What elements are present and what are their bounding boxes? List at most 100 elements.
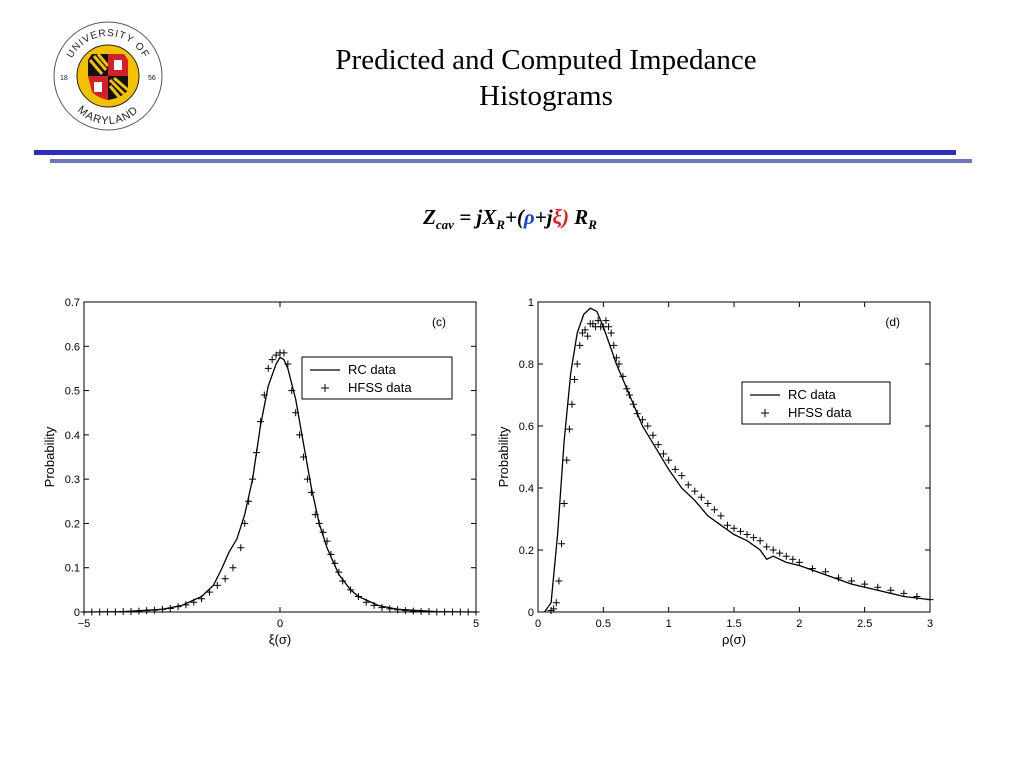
formula-jx: jX xyxy=(476,205,497,229)
title-line-1: Predicted and Computed Impedance xyxy=(335,44,757,76)
data-point xyxy=(409,607,417,615)
data-point xyxy=(182,601,190,609)
data-point xyxy=(552,599,560,607)
y-tick-label: 0.2 xyxy=(519,545,534,557)
plot-frame xyxy=(537,301,931,613)
data-point xyxy=(394,606,402,614)
data-point xyxy=(166,604,174,612)
data-point xyxy=(573,360,581,368)
data-point xyxy=(610,341,618,349)
data-point xyxy=(335,568,343,576)
data-point xyxy=(198,595,206,603)
x-axis-label: ρ(σ) xyxy=(722,632,746,647)
data-point xyxy=(769,546,777,554)
data-point xyxy=(288,387,296,395)
data-point xyxy=(96,608,104,616)
y-tick-label: 0 xyxy=(528,607,534,619)
data-point xyxy=(221,575,229,583)
data-point xyxy=(861,580,869,588)
data-point xyxy=(704,500,712,507)
data-point xyxy=(292,409,300,417)
x-tick-label: 0 xyxy=(535,618,541,630)
data-point xyxy=(151,606,159,614)
data-point xyxy=(926,596,934,604)
data-point xyxy=(252,449,260,457)
data-point xyxy=(571,376,579,383)
data-point xyxy=(565,425,573,433)
data-point xyxy=(319,528,327,536)
chart-xi-histogram: −5 0 500.10.20.30.40.50.60.7ξ(σ)Probabilit… xyxy=(42,297,480,647)
formula-r2: R xyxy=(588,217,597,233)
data-point xyxy=(560,500,568,507)
legend-label: RC data xyxy=(788,387,836,402)
data-point xyxy=(323,537,331,545)
header-rule-secondary xyxy=(50,159,972,163)
legend-label: HFSS data xyxy=(348,380,412,395)
data-point xyxy=(612,354,620,362)
data-point xyxy=(789,555,797,563)
formula-eq: = xyxy=(453,205,477,229)
data-point xyxy=(782,552,790,560)
data-point xyxy=(331,559,339,567)
data-point xyxy=(821,568,829,576)
data-point xyxy=(272,351,280,359)
data-point xyxy=(639,416,647,424)
data-point xyxy=(605,323,613,331)
formula-plus1: +( xyxy=(504,205,524,229)
data-point xyxy=(665,456,673,464)
data-point xyxy=(425,608,433,616)
panel-label: (c) xyxy=(432,315,446,329)
formula-cav: cav xyxy=(435,217,454,233)
legend-box xyxy=(741,381,891,425)
data-point xyxy=(433,608,441,616)
data-point xyxy=(386,605,394,613)
data-point xyxy=(205,588,213,596)
data-point xyxy=(581,326,589,334)
x-tick-label: 1 xyxy=(666,618,672,630)
formula-close: ) xyxy=(561,205,569,229)
data-point xyxy=(555,577,563,585)
data-point xyxy=(280,349,288,357)
data-point xyxy=(684,481,692,489)
data-point xyxy=(158,605,166,613)
data-point xyxy=(568,400,576,408)
panel-label: (d) xyxy=(885,315,900,329)
y-tick-label: 0.4 xyxy=(65,430,80,442)
data-point xyxy=(913,593,921,600)
data-point xyxy=(104,608,112,616)
slide-title: Predicted and Computed Impedance Histogr… xyxy=(250,42,842,114)
x-axis-label: ξ(σ) xyxy=(269,632,292,647)
data-point xyxy=(213,581,221,589)
y-tick-label: 0.8 xyxy=(519,359,534,371)
series-plus xyxy=(80,349,480,616)
data-point xyxy=(401,607,409,615)
x-tick-label: 2.5 xyxy=(857,618,872,630)
formula-plus2: +j xyxy=(534,205,553,229)
data-point xyxy=(190,598,198,606)
data-point xyxy=(456,608,464,616)
data-point xyxy=(264,364,272,372)
data-point xyxy=(763,543,771,551)
data-point xyxy=(256,418,264,426)
legend: RC data HFSS data xyxy=(301,356,453,400)
data-point xyxy=(602,317,610,325)
y-tick-label: 0.4 xyxy=(519,483,534,495)
data-point xyxy=(848,577,856,585)
data-point xyxy=(362,598,370,606)
y-axis-label: Probability xyxy=(496,426,511,487)
data-point xyxy=(249,475,257,483)
data-point xyxy=(623,385,631,393)
y-tick-label: 0.6 xyxy=(519,421,534,433)
data-point xyxy=(80,608,88,616)
formula-rr: R xyxy=(574,205,589,229)
data-point xyxy=(633,410,641,418)
legend-box xyxy=(301,356,453,400)
y-tick-label: 1 xyxy=(528,297,534,309)
data-point xyxy=(730,524,738,532)
data-point xyxy=(339,577,347,585)
data-point xyxy=(127,608,135,616)
data-point xyxy=(88,608,96,616)
data-point xyxy=(303,475,311,483)
data-point xyxy=(448,608,456,616)
title-line-2: Histograms xyxy=(479,80,613,112)
